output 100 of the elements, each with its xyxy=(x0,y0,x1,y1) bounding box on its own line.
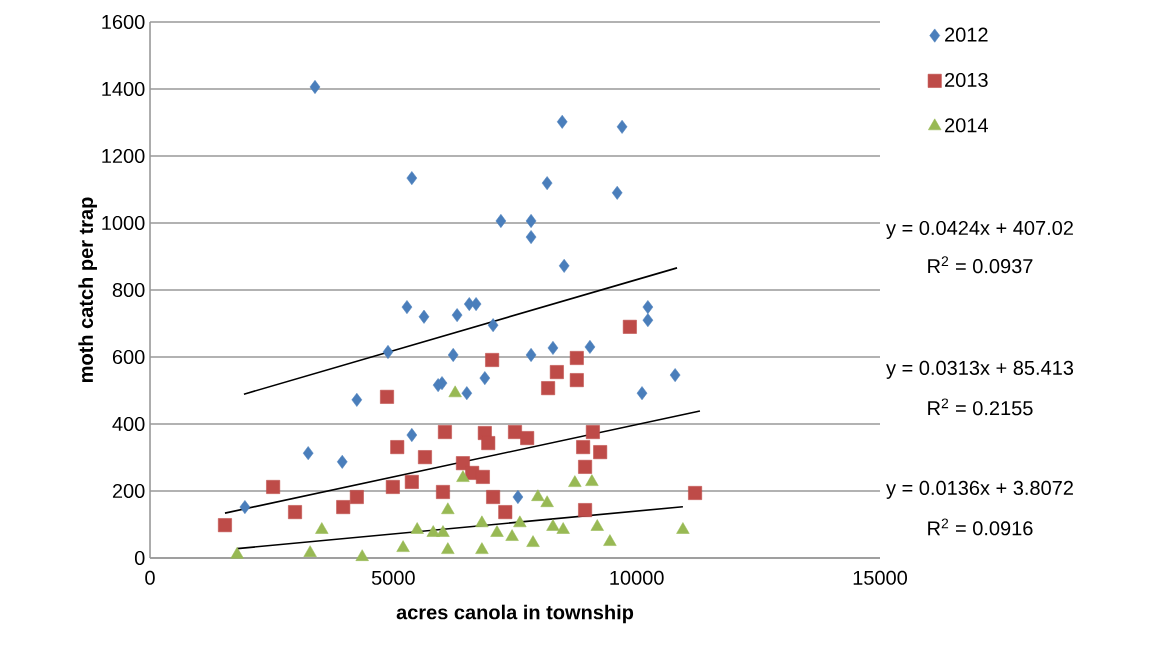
point xyxy=(525,214,537,228)
point xyxy=(525,230,537,244)
y-tick-label: 1000 xyxy=(102,215,145,231)
y-tick-label: 0 xyxy=(134,550,145,566)
point xyxy=(461,386,473,401)
point xyxy=(396,540,410,552)
point xyxy=(475,542,489,554)
text: y = 0.0136x + 3.8072 xyxy=(886,480,1073,499)
point xyxy=(578,459,593,474)
point xyxy=(569,351,584,365)
point xyxy=(475,469,490,484)
point xyxy=(584,340,596,354)
point xyxy=(578,503,593,518)
point xyxy=(576,440,591,455)
point xyxy=(380,389,394,404)
point xyxy=(218,518,232,533)
point xyxy=(418,309,430,324)
text: y = 0.0313x + 85.413 xyxy=(886,360,1074,379)
point xyxy=(568,475,582,487)
point xyxy=(541,176,553,191)
point xyxy=(401,300,413,315)
point xyxy=(447,348,459,362)
point xyxy=(569,373,584,388)
point xyxy=(406,428,418,442)
point xyxy=(486,490,501,504)
point xyxy=(540,495,554,507)
point xyxy=(479,371,491,386)
text: R$^{2}$ = 0.0937 xyxy=(928,256,1033,274)
y-tick-label: 1400 xyxy=(102,81,145,97)
point xyxy=(611,185,623,200)
point xyxy=(549,365,564,379)
point xyxy=(239,500,251,514)
legend-label: 2014 xyxy=(945,118,988,133)
point xyxy=(390,440,405,455)
point xyxy=(303,545,317,557)
y-tick-label: 600 xyxy=(112,349,145,365)
point xyxy=(456,470,470,482)
y-tick-label: 1600 xyxy=(102,14,145,30)
point xyxy=(688,486,703,500)
point xyxy=(485,353,500,367)
legend-label: 2013 xyxy=(945,72,988,88)
point xyxy=(498,505,513,520)
point xyxy=(593,445,608,460)
y-tick-label: 1200 xyxy=(102,148,145,164)
point xyxy=(309,80,321,94)
y-tick-label: 800 xyxy=(112,282,145,298)
point xyxy=(642,300,654,315)
point xyxy=(546,519,560,531)
point xyxy=(349,490,364,504)
text: y = 0.0424x + 407.02 xyxy=(886,220,1073,239)
y-tick-label: 400 xyxy=(112,416,145,432)
point xyxy=(441,542,455,554)
point xyxy=(512,490,524,504)
point xyxy=(351,392,363,407)
point xyxy=(585,425,600,439)
x-tick-label: 0 xyxy=(145,570,155,585)
point xyxy=(410,522,424,534)
x-tick-label: 5000 xyxy=(371,570,415,585)
point xyxy=(475,515,489,528)
point xyxy=(418,450,432,465)
point xyxy=(505,529,519,541)
point xyxy=(525,348,537,362)
point xyxy=(266,480,281,494)
point xyxy=(470,297,482,311)
point xyxy=(336,454,348,469)
point xyxy=(616,119,628,134)
point xyxy=(513,515,527,528)
y-tick-label: 200 xyxy=(112,483,145,499)
legend-label: 2012 xyxy=(945,27,988,42)
point xyxy=(230,547,244,559)
point xyxy=(288,505,302,520)
point xyxy=(385,480,400,494)
point xyxy=(590,519,604,531)
point xyxy=(437,425,452,439)
point xyxy=(556,522,570,534)
point xyxy=(495,214,507,228)
x-tick-label: 15000 xyxy=(853,570,908,585)
point xyxy=(404,475,419,489)
point xyxy=(302,446,314,461)
point xyxy=(436,485,450,499)
y-axis-title: moth catch per trap xyxy=(78,197,97,383)
text: R$^{2}$ = 0.0916 xyxy=(928,518,1033,536)
point xyxy=(547,341,559,355)
point xyxy=(508,425,522,439)
point xyxy=(526,535,540,547)
point xyxy=(481,436,496,451)
point xyxy=(558,258,570,273)
point xyxy=(642,313,654,328)
x-axis-title: acres canola in township xyxy=(396,604,634,624)
point xyxy=(490,525,504,537)
point xyxy=(382,345,394,359)
point xyxy=(603,534,617,546)
point xyxy=(448,385,462,398)
point xyxy=(520,431,535,445)
point xyxy=(436,525,450,537)
point xyxy=(676,522,690,534)
point xyxy=(336,500,351,514)
point xyxy=(441,502,455,515)
x-tick-label: 10000 xyxy=(610,570,664,585)
point xyxy=(406,171,418,186)
